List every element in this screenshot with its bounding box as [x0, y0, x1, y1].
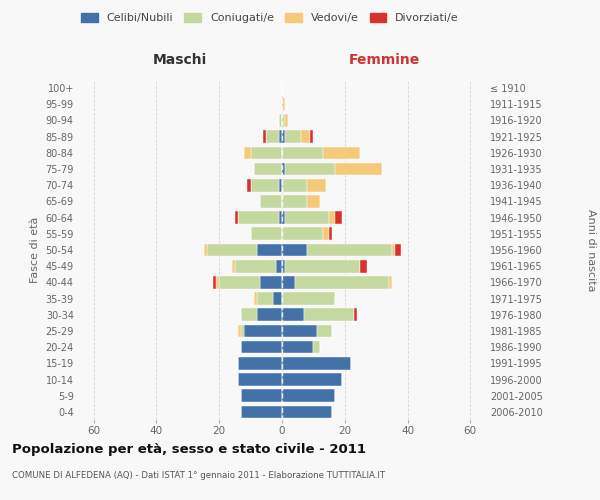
Bar [279, 130, 282, 143]
Text: Maschi: Maschi [153, 54, 207, 68]
Text: Anni di nascita: Anni di nascita [586, 209, 596, 291]
Bar [323, 228, 329, 240]
Bar [392, 244, 395, 256]
Bar [307, 195, 320, 207]
Bar [282, 195, 307, 207]
Bar [203, 244, 206, 256]
Bar [282, 276, 295, 288]
Bar [241, 324, 244, 338]
Bar [213, 276, 216, 288]
Bar [257, 244, 282, 256]
Bar [244, 146, 251, 159]
Bar [260, 276, 282, 288]
Bar [241, 308, 257, 321]
Text: Femmine: Femmine [349, 54, 419, 68]
Bar [241, 341, 282, 353]
Y-axis label: Fasce di età: Fasce di età [30, 217, 40, 283]
Bar [282, 260, 285, 272]
Bar [323, 146, 361, 159]
Bar [279, 212, 282, 224]
Bar [307, 244, 392, 256]
Bar [395, 244, 401, 256]
Bar [307, 179, 326, 192]
Legend: Celibi/Nubili, Coniugati/e, Vedovi/e, Divorziati/e: Celibi/Nubili, Coniugati/e, Vedovi/e, Di… [77, 8, 463, 28]
Bar [282, 130, 285, 143]
Bar [282, 244, 307, 256]
Bar [282, 212, 285, 224]
Bar [282, 341, 313, 353]
Bar [282, 373, 341, 386]
Bar [282, 228, 323, 240]
Bar [260, 195, 282, 207]
Bar [257, 308, 282, 321]
Bar [232, 260, 235, 272]
Bar [329, 228, 332, 240]
Bar [285, 130, 301, 143]
Bar [254, 292, 257, 305]
Text: COMUNE DI ALFEDENA (AQ) - Dati ISTAT 1° gennaio 2011 - Elaborazione TUTTITALIA.I: COMUNE DI ALFEDENA (AQ) - Dati ISTAT 1° … [12, 470, 385, 480]
Bar [329, 212, 335, 224]
Bar [282, 162, 285, 175]
Bar [282, 406, 332, 418]
Bar [285, 114, 288, 127]
Bar [254, 162, 282, 175]
Bar [282, 179, 307, 192]
Bar [238, 357, 282, 370]
Bar [335, 162, 382, 175]
Bar [276, 260, 282, 272]
Bar [238, 212, 279, 224]
Bar [206, 244, 257, 256]
Bar [251, 179, 279, 192]
Bar [263, 130, 266, 143]
Bar [279, 179, 282, 192]
Bar [235, 260, 276, 272]
Bar [251, 228, 282, 240]
Bar [257, 292, 272, 305]
Bar [282, 114, 285, 127]
Bar [285, 212, 329, 224]
Bar [354, 308, 358, 321]
Bar [282, 357, 351, 370]
Bar [335, 212, 341, 224]
Bar [266, 130, 279, 143]
Bar [279, 114, 282, 127]
Bar [282, 308, 304, 321]
Bar [219, 276, 260, 288]
Bar [251, 146, 282, 159]
Bar [235, 212, 238, 224]
Bar [282, 292, 335, 305]
Bar [313, 341, 320, 353]
Bar [301, 130, 310, 143]
Bar [285, 162, 335, 175]
Bar [317, 324, 332, 338]
Bar [282, 98, 285, 110]
Bar [238, 373, 282, 386]
Bar [285, 260, 361, 272]
Bar [282, 324, 317, 338]
Bar [282, 390, 335, 402]
Bar [241, 406, 282, 418]
Bar [304, 308, 354, 321]
Bar [389, 276, 392, 288]
Bar [361, 260, 367, 272]
Bar [295, 276, 389, 288]
Text: Popolazione per età, sesso e stato civile - 2011: Popolazione per età, sesso e stato civil… [12, 442, 366, 456]
Bar [282, 146, 323, 159]
Bar [310, 130, 313, 143]
Bar [241, 390, 282, 402]
Bar [244, 324, 282, 338]
Bar [247, 179, 251, 192]
Bar [216, 276, 219, 288]
Bar [272, 292, 282, 305]
Bar [238, 324, 241, 338]
